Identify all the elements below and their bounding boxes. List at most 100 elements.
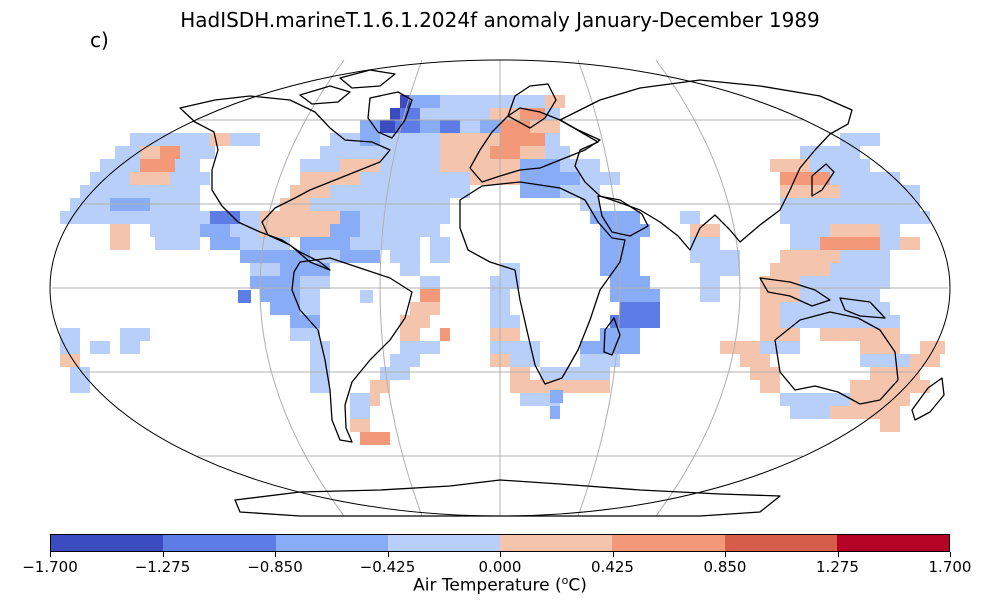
anomaly-cell bbox=[850, 380, 930, 393]
anomaly-cell bbox=[700, 289, 720, 302]
anomaly-cell bbox=[490, 276, 520, 289]
anomaly-cell bbox=[395, 120, 420, 133]
colorbar-tick-mark bbox=[162, 552, 164, 557]
anomaly-cell bbox=[760, 380, 780, 393]
coastline bbox=[291, 257, 413, 443]
anomaly-cell bbox=[910, 354, 940, 367]
anomaly-cell bbox=[150, 224, 200, 237]
meridian-line bbox=[379, 59, 423, 517]
anomaly-cell bbox=[400, 328, 420, 341]
anomaly-cell bbox=[760, 341, 800, 354]
anomaly-cell bbox=[380, 133, 400, 146]
anomaly-cell bbox=[130, 133, 210, 146]
anomaly-cell bbox=[870, 367, 920, 380]
anomaly-cell bbox=[830, 406, 900, 419]
anomaly-cell bbox=[700, 263, 740, 276]
anomaly-cell bbox=[520, 172, 580, 185]
anomaly-cell bbox=[300, 302, 320, 315]
colorbar-tick-mark bbox=[837, 552, 839, 557]
anomaly-cell bbox=[230, 224, 260, 237]
colorbar-tick-label: −1.700 bbox=[22, 558, 78, 576]
anomaly-cell bbox=[175, 159, 200, 172]
anomaly-cell bbox=[340, 159, 380, 172]
anomaly-cell bbox=[690, 224, 720, 237]
anomaly-cell bbox=[520, 146, 545, 159]
anomaly-cell bbox=[400, 341, 440, 354]
anomaly-cell bbox=[360, 432, 390, 445]
anomaly-cell bbox=[210, 237, 240, 250]
anomaly-cell bbox=[780, 172, 830, 185]
anomaly-cell bbox=[390, 108, 400, 121]
anomaly-cell bbox=[580, 354, 620, 367]
anomaly-cell bbox=[430, 237, 450, 250]
anomaly-cell bbox=[490, 341, 540, 354]
anomaly-cell bbox=[110, 237, 130, 250]
anomaly-cell bbox=[880, 237, 900, 250]
anomaly-cell bbox=[700, 276, 720, 289]
anomaly-cell bbox=[250, 263, 280, 276]
anomaly-cell bbox=[800, 289, 880, 302]
anomaly-cell bbox=[260, 211, 290, 224]
anomaly-cell bbox=[580, 341, 640, 354]
anomaly-cell bbox=[500, 95, 520, 108]
anomaly-cell bbox=[820, 237, 880, 250]
anomaly-cell bbox=[390, 250, 420, 263]
anomaly-cell bbox=[280, 263, 330, 276]
anomaly-cell bbox=[780, 250, 840, 263]
anomaly-cell bbox=[260, 224, 300, 237]
anomaly-cell bbox=[370, 393, 380, 406]
anomaly-cell bbox=[330, 224, 360, 237]
anomaly-cell bbox=[310, 380, 330, 393]
colorbar-label: Air Temperature (oC) bbox=[413, 574, 587, 596]
anomaly-cell bbox=[60, 211, 100, 224]
anomaly-cell bbox=[680, 211, 700, 224]
anomaly-cell bbox=[750, 367, 780, 380]
anomaly-cell bbox=[240, 250, 270, 263]
anomaly-cell bbox=[560, 159, 600, 172]
coastline bbox=[559, 79, 853, 251]
anomaly-cell bbox=[370, 380, 390, 393]
anomaly-cell bbox=[300, 276, 330, 289]
anomaly-cell bbox=[560, 185, 600, 198]
anomaly-cell bbox=[770, 263, 830, 276]
anomaly-cell bbox=[760, 315, 780, 328]
anomaly-cell bbox=[240, 211, 260, 224]
colorbar-tick-mark bbox=[387, 552, 389, 557]
anomaly-cell bbox=[840, 185, 920, 198]
anomaly-cell bbox=[600, 237, 640, 250]
coastline bbox=[774, 311, 899, 405]
anomaly-cell bbox=[410, 302, 440, 315]
anomaly-cell bbox=[100, 211, 120, 224]
anomaly-cell bbox=[80, 185, 120, 198]
anomaly-cell bbox=[520, 95, 545, 108]
colorbar-tick-label: 0.000 bbox=[478, 558, 522, 576]
anomaly-cell bbox=[310, 354, 330, 367]
coastline bbox=[811, 163, 835, 197]
anomaly-cell bbox=[430, 250, 450, 263]
anomaly-cell bbox=[250, 276, 300, 289]
anomaly-cell bbox=[510, 367, 530, 380]
anomaly-cell bbox=[880, 224, 900, 237]
anomaly-cell bbox=[180, 146, 215, 159]
anomaly-cell bbox=[410, 224, 440, 237]
anomaly-cell bbox=[155, 237, 200, 250]
anomaly-cell bbox=[440, 146, 490, 159]
anomaly-cell bbox=[780, 185, 840, 198]
panel-label: c) bbox=[90, 28, 109, 52]
coastline bbox=[911, 377, 945, 421]
anomaly-cell bbox=[130, 172, 170, 185]
anomaly-cell bbox=[90, 172, 130, 185]
anomaly-cell bbox=[440, 95, 500, 108]
colorbar-segment bbox=[387, 535, 500, 551]
anomaly-cell bbox=[300, 159, 340, 172]
anomaly-cell bbox=[510, 354, 540, 367]
anomaly-cell bbox=[760, 276, 800, 289]
anomaly-cell bbox=[500, 120, 530, 133]
anomaly-cell bbox=[740, 354, 770, 367]
anomaly-cell bbox=[790, 406, 830, 419]
anomaly-cell bbox=[70, 380, 90, 393]
anomaly-cell bbox=[560, 380, 610, 393]
anomaly-cell bbox=[270, 302, 300, 315]
anomaly-cell bbox=[440, 185, 470, 198]
anomaly-cell bbox=[580, 367, 610, 380]
